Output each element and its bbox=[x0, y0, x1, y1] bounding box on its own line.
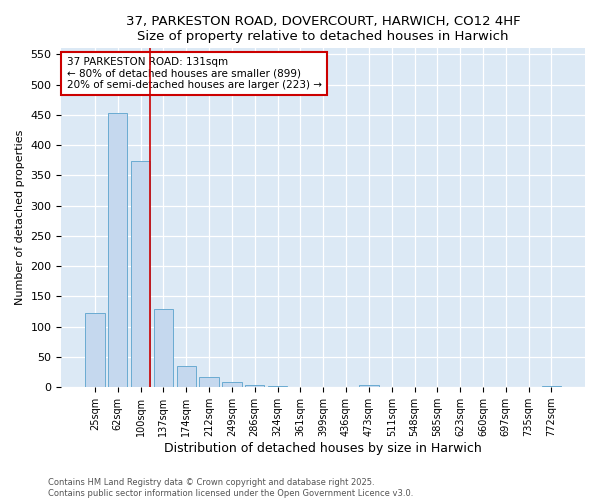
Bar bbox=[131, 161, 150, 387]
Bar bbox=[176, 366, 196, 387]
Bar bbox=[359, 386, 379, 387]
Bar bbox=[245, 385, 265, 387]
Bar bbox=[154, 308, 173, 387]
Bar bbox=[199, 377, 219, 387]
Bar bbox=[108, 113, 127, 387]
Y-axis label: Number of detached properties: Number of detached properties bbox=[15, 130, 25, 306]
Bar bbox=[222, 382, 242, 387]
Bar bbox=[268, 386, 287, 387]
X-axis label: Distribution of detached houses by size in Harwich: Distribution of detached houses by size … bbox=[164, 442, 482, 455]
Text: Contains HM Land Registry data © Crown copyright and database right 2025.
Contai: Contains HM Land Registry data © Crown c… bbox=[48, 478, 413, 498]
Title: 37, PARKESTON ROAD, DOVERCOURT, HARWICH, CO12 4HF
Size of property relative to d: 37, PARKESTON ROAD, DOVERCOURT, HARWICH,… bbox=[126, 15, 521, 43]
Bar bbox=[542, 386, 561, 387]
Bar bbox=[85, 314, 104, 387]
Text: 37 PARKESTON ROAD: 131sqm
← 80% of detached houses are smaller (899)
20% of semi: 37 PARKESTON ROAD: 131sqm ← 80% of detac… bbox=[67, 57, 322, 90]
